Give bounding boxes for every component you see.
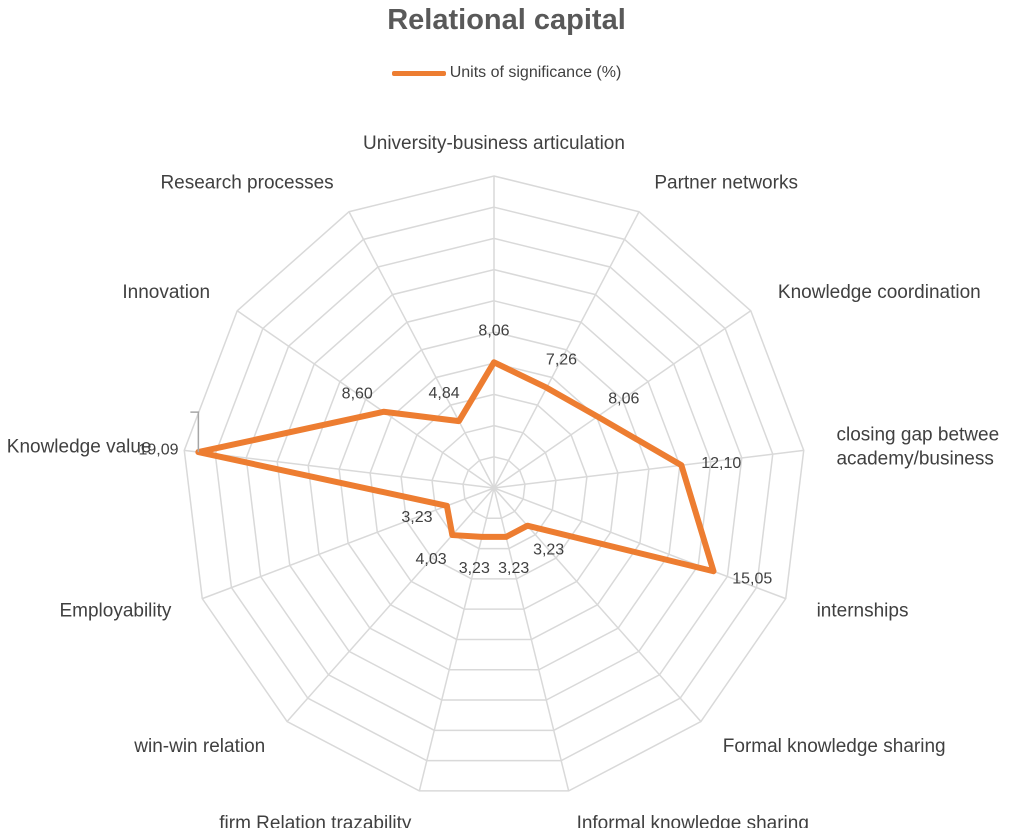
grid-ring <box>369 362 619 610</box>
category-label: closing gap betwee academy/business <box>836 424 999 469</box>
category-label-line: internships <box>817 600 909 621</box>
category-label: Knowledge coordination <box>778 282 981 303</box>
category-label-line: Partner networks <box>654 173 798 194</box>
category-label: Formal knowledge sharing <box>723 736 946 757</box>
grid-spoke <box>202 487 495 600</box>
legend-swatch <box>391 70 446 76</box>
data-label-leader <box>190 411 200 453</box>
grid-spoke <box>493 449 804 489</box>
legend: Units of significance (%) <box>0 64 1013 82</box>
category-label-line: firm Relation trazability <box>219 813 412 828</box>
category-label-line: win-win relation <box>133 736 265 757</box>
data-label: 3,23 <box>498 560 529 577</box>
category-label: Innovation <box>122 282 210 303</box>
data-label: 4,84 <box>428 385 459 402</box>
category-label: win-win relation <box>133 736 265 757</box>
data-label: 12,10 <box>701 455 741 472</box>
data-label: 4,03 <box>416 551 447 568</box>
category-label-line: Formal knowledge sharing <box>723 736 946 757</box>
category-label-line: Knowledge value <box>7 436 152 457</box>
category-label-line: academy/business <box>836 448 993 469</box>
category-label-line: Innovation <box>122 282 210 303</box>
grid-ring <box>214 206 774 762</box>
category-label: firm Relation trazability <box>219 813 412 828</box>
data-label: 19,09 <box>138 442 178 459</box>
grid-ring <box>462 456 526 520</box>
category-label-line: Informal knowledge sharing <box>577 813 809 828</box>
grid-spoke <box>236 310 495 489</box>
legend-label: Units of significance (%) <box>449 64 622 81</box>
data-label: 3,23 <box>459 560 490 577</box>
data-label: 8,60 <box>342 386 373 403</box>
category-label: Research processes <box>160 173 333 194</box>
grid-ring <box>183 175 805 792</box>
category-label: Knowledge value <box>7 436 152 457</box>
category-label-line: Knowledge coordination <box>778 282 981 303</box>
data-label: 7,26 <box>546 351 577 368</box>
grid-ring <box>307 300 681 671</box>
grid-spoke <box>493 487 786 600</box>
data-label: 8,06 <box>478 322 509 339</box>
category-label: University-business articulation <box>363 133 625 154</box>
grid-spoke <box>493 487 702 723</box>
grid-spoke <box>286 487 495 723</box>
data-label: 8,06 <box>608 390 639 407</box>
category-label: internships <box>817 600 909 621</box>
category-label-line: University-business articulation <box>363 133 625 154</box>
grid-spoke <box>348 211 495 489</box>
category-label-line: closing gap betwee <box>836 424 999 445</box>
data-label: 3,23 <box>533 542 564 559</box>
chart-title: Relational capital <box>387 4 626 36</box>
grid-ring <box>276 268 712 701</box>
category-label: Partner networks <box>654 173 798 194</box>
grid-ring <box>338 331 650 641</box>
series-line <box>195 359 717 575</box>
grid-ring <box>245 237 743 732</box>
category-label: Informal knowledge sharing <box>577 813 809 828</box>
grid-spoke <box>493 310 752 489</box>
grid-ring <box>400 393 588 580</box>
category-label-line: Research processes <box>160 173 333 194</box>
data-label: 15,05 <box>732 570 772 587</box>
grid-spoke <box>184 449 495 489</box>
grid-ring <box>431 424 557 550</box>
data-label: 3,23 <box>401 509 432 526</box>
category-label: Employability <box>59 600 171 621</box>
category-label-line: Employability <box>59 600 171 621</box>
grid-spoke <box>493 211 640 489</box>
